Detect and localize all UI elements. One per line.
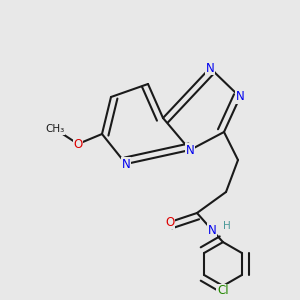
Text: O: O [74,137,82,151]
Text: CH₃: CH₃ [45,124,64,134]
Text: N: N [122,158,130,170]
Text: O: O [165,215,175,229]
Text: N: N [206,61,214,74]
Text: H: H [224,221,231,231]
Text: N: N [236,91,244,103]
Text: N: N [208,224,216,236]
Text: N: N [186,143,194,157]
Text: Cl: Cl [217,284,229,298]
